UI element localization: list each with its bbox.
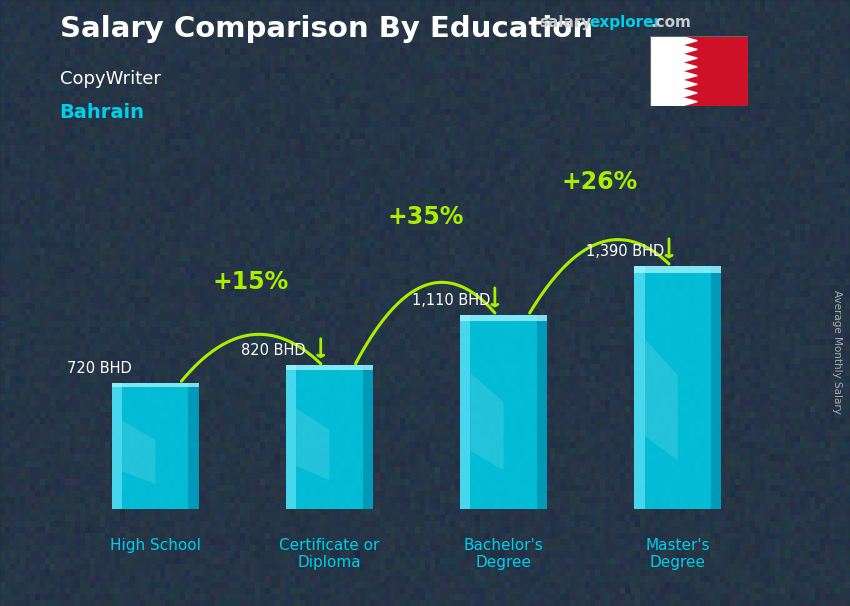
Text: Certificate or
Diploma: Certificate or Diploma [280, 538, 380, 570]
Bar [460, 315, 471, 509]
Text: explorer: explorer [589, 15, 661, 30]
Bar [634, 265, 722, 509]
Polygon shape [682, 45, 697, 54]
Text: Salary Comparison By Education: Salary Comparison By Education [60, 15, 592, 43]
Polygon shape [471, 373, 503, 470]
Bar [189, 383, 199, 509]
Text: Master's
Degree: Master's Degree [645, 538, 710, 570]
Text: High School: High School [110, 538, 201, 553]
Text: +26%: +26% [561, 170, 638, 194]
Text: Bahrain: Bahrain [60, 103, 144, 122]
Bar [111, 383, 122, 509]
Bar [286, 365, 373, 509]
Bar [111, 383, 199, 387]
Bar [286, 365, 297, 509]
Polygon shape [682, 72, 697, 80]
Polygon shape [682, 62, 697, 72]
Text: 1,390 BHD: 1,390 BHD [586, 244, 665, 259]
Bar [460, 315, 547, 321]
Text: Average Monthly Salary: Average Monthly Salary [832, 290, 842, 413]
Text: .com: .com [650, 15, 691, 30]
Polygon shape [682, 54, 697, 62]
Polygon shape [682, 36, 697, 45]
Bar [536, 315, 547, 509]
Bar [650, 36, 682, 106]
Text: +15%: +15% [213, 270, 289, 294]
Text: 720 BHD: 720 BHD [67, 361, 132, 376]
Text: +35%: +35% [387, 205, 463, 229]
Polygon shape [122, 421, 156, 484]
Polygon shape [682, 80, 697, 88]
Bar [634, 265, 644, 509]
Polygon shape [682, 88, 697, 98]
Bar [111, 383, 199, 509]
Text: 820 BHD: 820 BHD [241, 344, 306, 359]
Bar [682, 36, 748, 106]
Text: salary: salary [540, 15, 592, 30]
Text: Bachelor's
Degree: Bachelor's Degree [464, 538, 543, 570]
Bar [362, 365, 373, 509]
Bar [634, 265, 722, 273]
Text: CopyWriter: CopyWriter [60, 70, 161, 88]
Bar [460, 315, 547, 509]
Polygon shape [682, 98, 697, 106]
Polygon shape [297, 408, 330, 481]
Text: 1,110 BHD: 1,110 BHD [412, 293, 490, 308]
Bar [286, 365, 373, 370]
Bar [711, 265, 722, 509]
Polygon shape [644, 339, 677, 461]
